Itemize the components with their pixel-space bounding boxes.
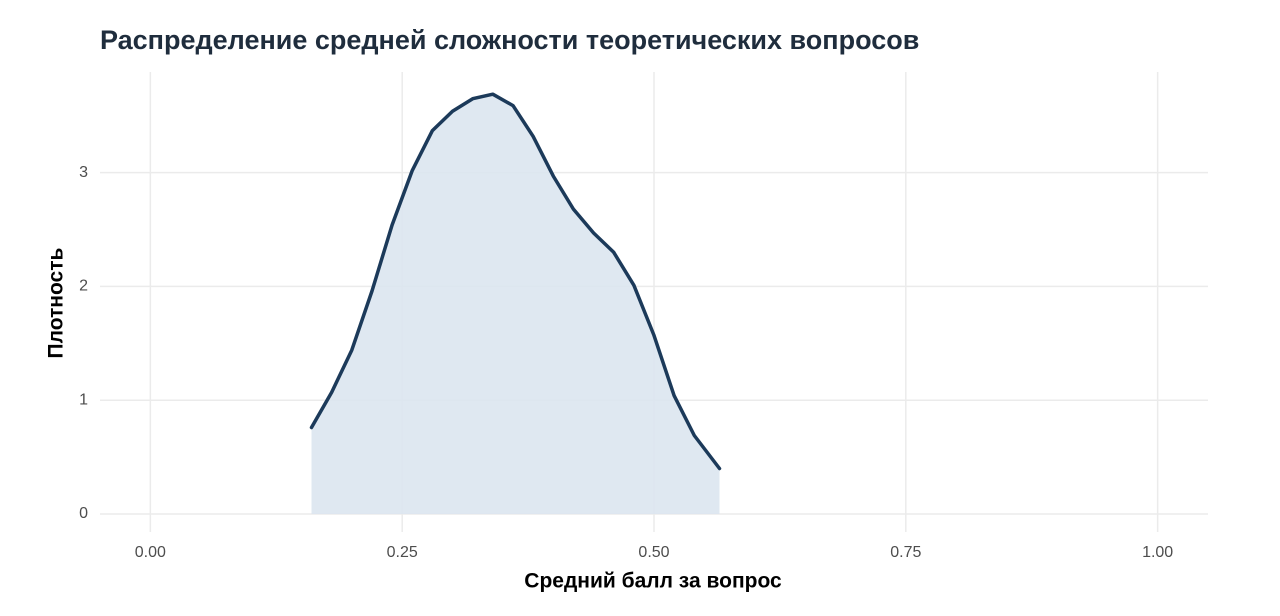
chart-title: Распределение средней сложности теоретич…: [100, 25, 919, 55]
y-tick-label: 2: [79, 278, 88, 295]
x-tick-label: 0.50: [638, 544, 669, 561]
density-line: [309, 92, 722, 471]
x-tick-label: 1.00: [1142, 544, 1173, 561]
y-axis-label: Плотность: [45, 247, 68, 358]
x-tick-label: 0.25: [387, 544, 418, 561]
y-tick-label: 3: [79, 164, 88, 181]
x-tick-label: 0.00: [135, 544, 166, 561]
density-area: [311, 94, 720, 514]
x-tick-label: 0.75: [890, 544, 921, 561]
y-tick-label: 0: [79, 505, 88, 522]
x-axis-label: Средний балл за вопрос: [524, 570, 782, 593]
y-tick-label: 1: [79, 391, 88, 408]
